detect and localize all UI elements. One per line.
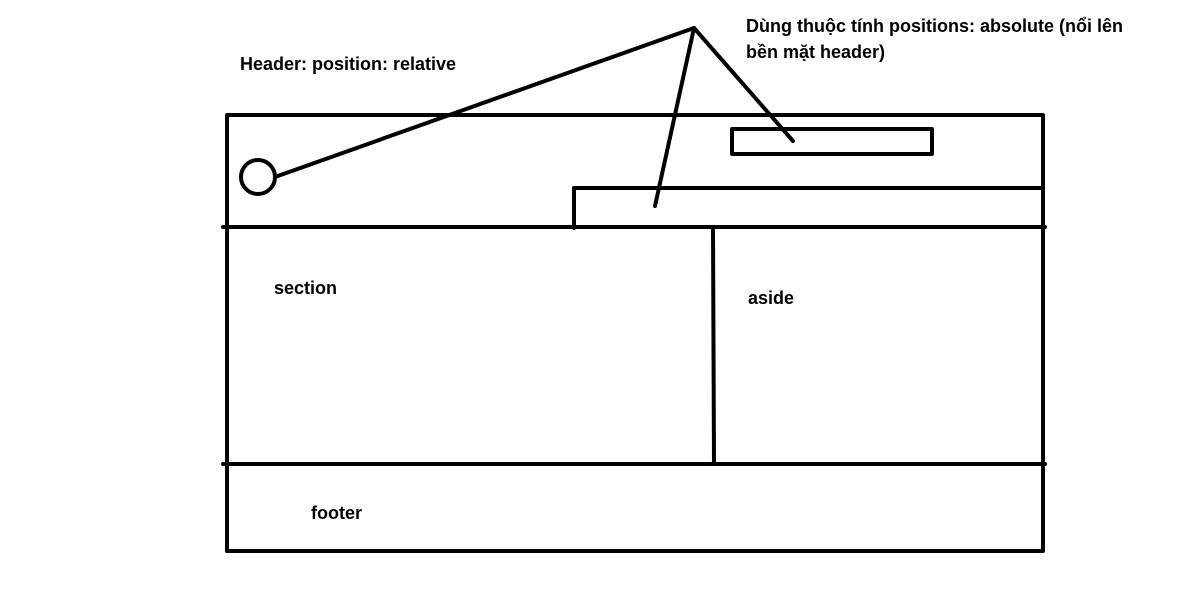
aside-label: aside	[748, 288, 794, 308]
section-label: section	[274, 278, 337, 298]
absolute-note-line1: Dùng thuộc tính positions: absolute (nổi…	[746, 16, 1123, 36]
bar-pointer-line	[653, 26, 696, 208]
header-note-label: Header: position: relative	[240, 54, 456, 74]
absolute-box-top	[730, 127, 934, 156]
footer-label: footer	[311, 503, 362, 523]
page-frame	[225, 113, 1045, 553]
section-aside-divider	[711, 227, 716, 464]
header-pointer-line	[273, 26, 696, 179]
box-pointer-line	[692, 26, 795, 143]
absolute-note-line2: bền mặt header)	[746, 42, 885, 62]
absolute-bar-bottom	[572, 186, 1045, 230]
header-marker-circle	[239, 158, 277, 196]
